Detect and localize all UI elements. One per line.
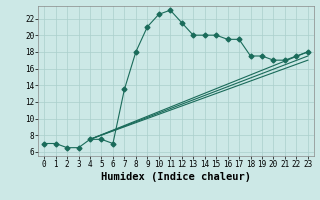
- X-axis label: Humidex (Indice chaleur): Humidex (Indice chaleur): [101, 172, 251, 182]
